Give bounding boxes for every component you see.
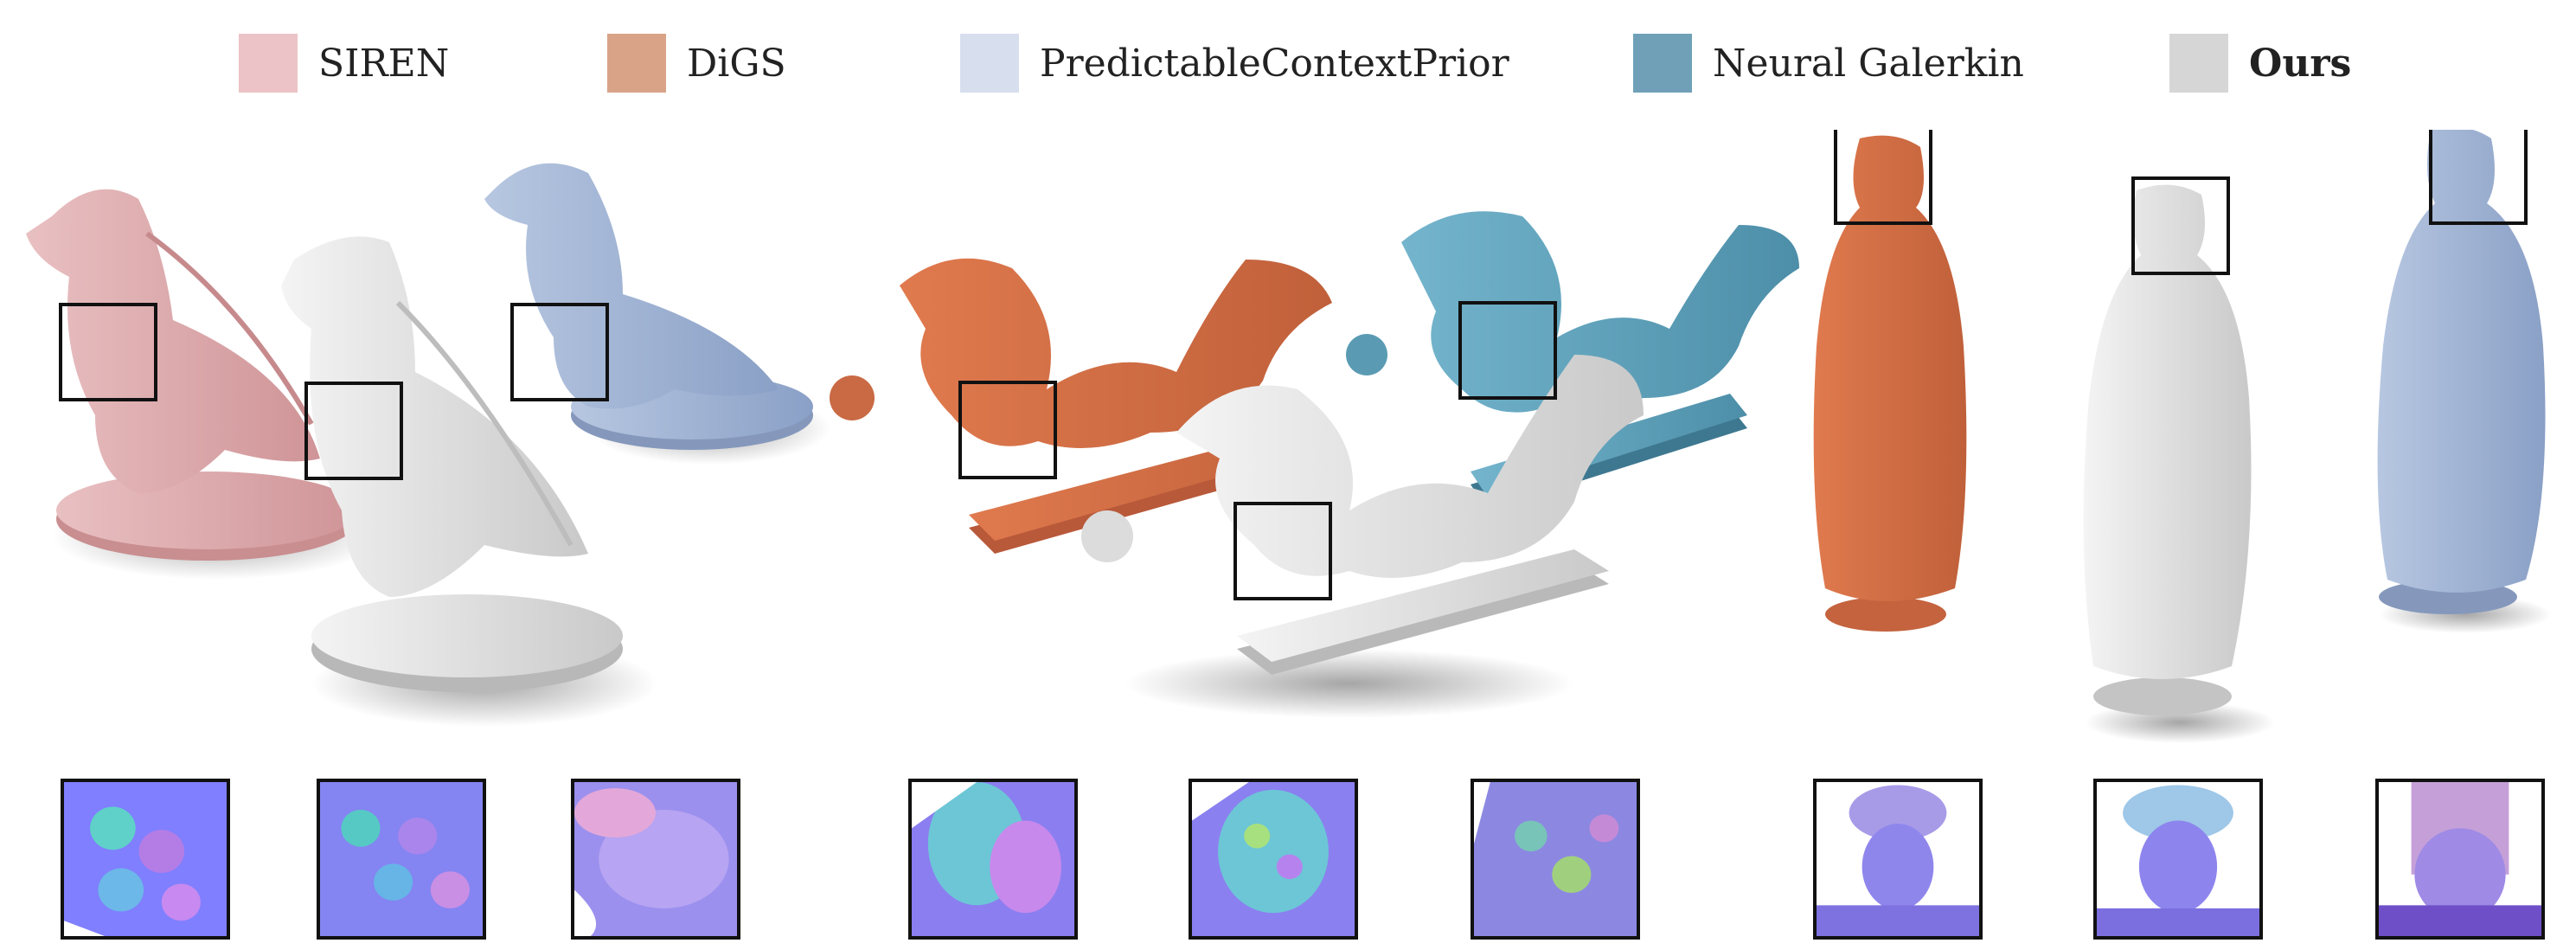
legend-swatch-digs bbox=[607, 34, 666, 93]
inset-statue-digs bbox=[1813, 779, 1983, 940]
eagle-pcp bbox=[484, 163, 830, 465]
legend-swatch-neural-galerkin bbox=[1633, 34, 1692, 93]
zoom-box-eagle-pcp bbox=[510, 303, 609, 401]
render-scene bbox=[0, 130, 2576, 753]
dragon-ours bbox=[1081, 355, 1644, 718]
inset-eagle-siren bbox=[61, 779, 230, 940]
legend-label-digs: DiGS bbox=[687, 41, 786, 86]
eagle-siren bbox=[26, 189, 381, 580]
zoom-box-eagle-siren bbox=[59, 303, 157, 401]
statue-pcp bbox=[2377, 130, 2552, 633]
legend-item-neural-galerkin: Neural Galerkin bbox=[1633, 33, 2024, 93]
zoom-box-statue-digs bbox=[1834, 130, 1932, 225]
inset-dragon-digs bbox=[908, 779, 1078, 940]
zoom-box-statue-ours bbox=[2131, 176, 2230, 275]
zoom-boxes bbox=[59, 130, 2528, 600]
legend-item-ours: Ours bbox=[2169, 33, 2351, 93]
inset-dragon-ours bbox=[1189, 779, 1358, 940]
eagle-ours bbox=[281, 236, 657, 727]
legend-item-pcp: PredictableContextPrior bbox=[960, 33, 1509, 93]
inset-eagle-ours bbox=[317, 779, 486, 940]
legend-swatch-ours bbox=[2169, 34, 2228, 93]
zoom-box-statue-pcp bbox=[2429, 130, 2528, 225]
statue-digs bbox=[1813, 135, 1967, 632]
zoom-box-dragon-digs bbox=[958, 381, 1057, 479]
inset-statue-pcp bbox=[2375, 779, 2545, 940]
inset-statue-ours bbox=[2093, 779, 2263, 940]
zoom-box-eagle-ours bbox=[304, 382, 403, 480]
legend-item-digs: DiGS bbox=[607, 33, 786, 93]
inset-eagle-pcp bbox=[571, 779, 740, 940]
legend-label-pcp: PredictableContextPrior bbox=[1040, 41, 1509, 86]
legend: SIREN DiGS PredictableContextPrior Neura… bbox=[0, 0, 2576, 130]
legend-swatch-pcp bbox=[960, 34, 1019, 93]
statue-ours bbox=[2083, 184, 2275, 743]
legend-label-neural-galerkin: Neural Galerkin bbox=[1713, 41, 2024, 86]
legend-label-siren: SIREN bbox=[318, 41, 450, 86]
legend-label-ours: Ours bbox=[2249, 41, 2352, 86]
legend-swatch-siren bbox=[239, 34, 298, 93]
inset-row bbox=[0, 779, 2576, 943]
legend-item-siren: SIREN bbox=[239, 33, 449, 93]
zoom-box-dragon-ng bbox=[1458, 301, 1557, 400]
inset-dragon-ng bbox=[1471, 779, 1640, 940]
zoom-box-dragon-ours bbox=[1234, 502, 1332, 600]
